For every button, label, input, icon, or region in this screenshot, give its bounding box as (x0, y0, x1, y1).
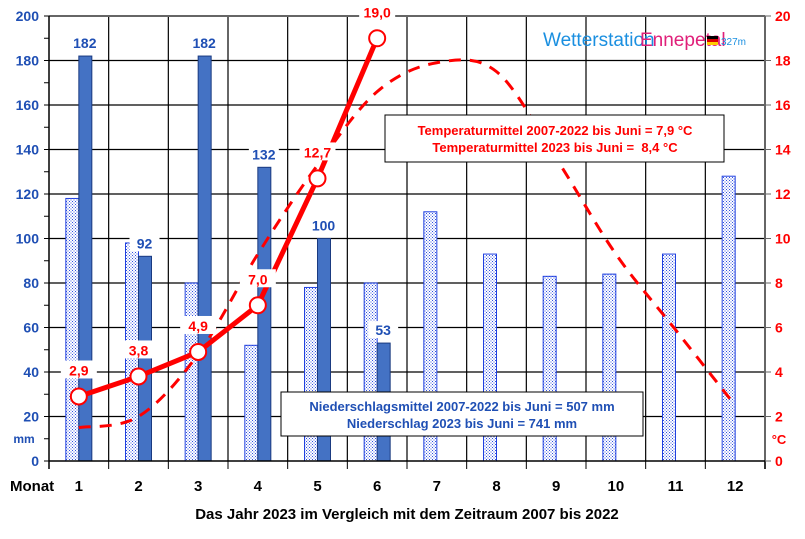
y-left-tick-label: 60 (23, 320, 39, 336)
data-label-bg (60, 360, 97, 379)
data-label-precip: 132 (252, 146, 276, 162)
x-tick-label: 2 (134, 478, 142, 495)
y-left-tick-label: 80 (23, 275, 39, 291)
y-left-tick-label: 180 (16, 53, 40, 69)
x-tick-label: 10 (607, 478, 624, 495)
y-right-tick-label: 18 (775, 53, 791, 69)
data-label-bg (120, 340, 157, 359)
data-label-bg (129, 234, 160, 252)
data-label-bg (189, 34, 220, 52)
y-left-tick-label: 40 (23, 364, 39, 380)
bar-precip-average (721, 175, 736, 462)
data-label-temp: 4,9 (188, 318, 208, 334)
logo: Wetterstation Ennepetal 327m (543, 30, 746, 51)
precip-annotation-line2: Niederschlag 2023 bis Juni = 741 mm (347, 416, 577, 431)
y-left-tick-label: 140 (16, 142, 40, 158)
y-right-tick-label: 8 (775, 275, 783, 291)
y-left-tick-label: 0 (31, 453, 39, 469)
y-left-tick-label: 200 (16, 8, 40, 24)
data-label-bg (299, 142, 336, 161)
logo-altitude: 327m (721, 37, 746, 48)
x-tick-label: 5 (313, 478, 321, 495)
bar-precip-average (662, 253, 676, 462)
x-axis-label: Das Jahr 2023 im Vergleich mit dem Zeitr… (195, 506, 619, 523)
precipitation-annotation: Niederschlagsmittel 2007-2022 bis Juni =… (280, 391, 644, 437)
data-label-precip: 182 (73, 35, 97, 51)
data-label-temp: 19,0 (364, 4, 391, 20)
axes: 0204060801001201401601802000246810121416… (16, 8, 791, 495)
data-label-bg (180, 315, 217, 334)
x-tick-label: 12 (727, 478, 744, 495)
x-tick-label: 6 (373, 478, 381, 495)
bar-precip-average (244, 344, 259, 462)
marker-temp-2023 (368, 29, 387, 48)
y-right-tick-label: 12 (775, 186, 791, 202)
y-right-tick-label: 14 (775, 142, 791, 158)
german-flag-icon (707, 36, 718, 45)
data-label-bg (359, 2, 396, 21)
data-label-precip: 182 (192, 35, 216, 51)
bar-precip-2023 (257, 166, 272, 462)
y-right-tick-label: 2 (775, 409, 783, 425)
y-left-tick-label: 100 (16, 231, 40, 247)
data-label-bg (69, 34, 100, 52)
marker-temp-2023 (129, 367, 148, 386)
x-tick-label: 1 (75, 478, 83, 495)
labels: 182 92 182 132 100 53 2,9 3,8 4,9 7,0 12,7 19,0 (60, 2, 399, 379)
logo-part1: Wetterstation (543, 30, 655, 51)
temp-annotation-line2: Temperaturmittel 2023 bis Juni = 8,4 °C (432, 140, 678, 155)
x-axis-name: Monat (10, 478, 54, 495)
data-label-bg (248, 145, 279, 163)
bar-precip-average (184, 282, 199, 462)
bar-precip-average (65, 197, 80, 462)
x-tick-label: 3 (194, 478, 202, 495)
x-tick-label: 9 (552, 478, 560, 495)
x-tick-label: 7 (433, 478, 441, 495)
y-right-tick-label: 4 (775, 364, 783, 380)
left-axis-unit: mm (13, 432, 34, 446)
y-right-tick-label: 16 (775, 97, 791, 113)
y-right-tick-label: 6 (775, 320, 783, 336)
data-label-bg (308, 216, 339, 234)
y-right-tick-label: 20 (775, 8, 791, 24)
y-left-tick-label: 20 (23, 409, 39, 425)
data-label-temp: 7,0 (248, 271, 268, 287)
y-right-tick-label: 10 (775, 231, 791, 247)
bar-precip-2023 (197, 55, 212, 462)
data-label-precip: 53 (375, 322, 391, 338)
marker-temp-2023 (248, 296, 267, 315)
x-tick-label: 8 (492, 478, 500, 495)
logo-part2: Ennepetal (640, 30, 726, 51)
x-tick-label: 11 (668, 478, 684, 495)
data-label-temp: 12,7 (304, 144, 331, 160)
marker-temp-2023 (69, 387, 88, 406)
data-label-temp: 3,8 (129, 342, 149, 358)
y-left-tick-label: 160 (16, 97, 40, 113)
bar-precip-2023 (138, 255, 152, 462)
marker-temp-2023 (308, 169, 327, 188)
data-label-bg (239, 269, 276, 288)
data-label-temp: 2,9 (69, 362, 89, 378)
data-label-precip: 92 (137, 235, 153, 251)
right-axis-unit: °C (772, 432, 787, 447)
precip-annotation-line1: Niederschlagsmittel 2007-2022 bis Juni =… (309, 399, 614, 414)
lines (69, 29, 737, 430)
marker-temp-2023 (189, 342, 208, 361)
data-label-bg (368, 321, 399, 339)
y-right-tick-label: 0 (775, 453, 783, 469)
temperature-annotation: Temperaturmittel 2007-2022 bis Juni = 7,… (384, 114, 725, 163)
x-tick-label: 4 (254, 478, 263, 495)
temp-annotation-line1: Temperaturmittel 2007-2022 bis Juni = 7,… (418, 123, 693, 138)
y-left-tick-label: 120 (16, 186, 40, 202)
data-label-precip: 100 (312, 218, 336, 234)
